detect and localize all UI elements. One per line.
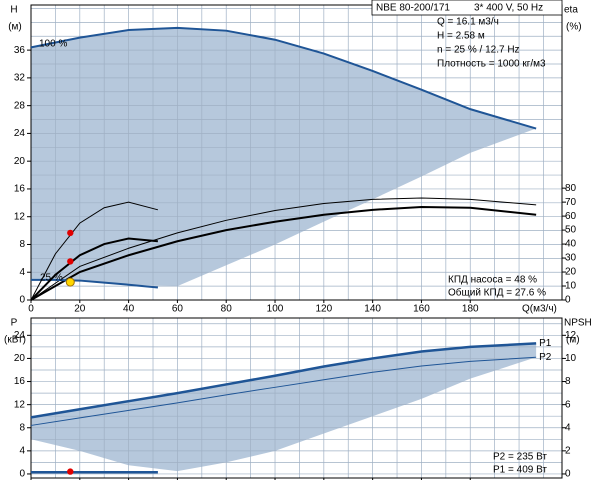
speed-label: 100 % xyxy=(39,39,67,50)
y2-tick-label: 50 xyxy=(565,225,577,236)
duty-point xyxy=(65,277,75,287)
y2-tick-label: 10 xyxy=(565,353,577,364)
y-tick-label: 20 xyxy=(14,353,26,364)
y-tick-label: 4 xyxy=(19,445,25,456)
annotation: Плотность = 1000 кг/м3 xyxy=(437,59,546,70)
annotation: H = 2.58 м xyxy=(437,31,485,42)
annotation: n = 25 % / 12.7 Hz xyxy=(437,45,520,56)
header: 3* 400 V, 50 Hz xyxy=(474,3,543,14)
y2-axis-label: NPSH xyxy=(564,318,592,329)
y2-tick-label: 80 xyxy=(565,183,577,194)
y-tick-label: 12 xyxy=(14,399,26,410)
y-tick-label: 24 xyxy=(14,330,26,341)
series-label: P2 xyxy=(539,352,552,363)
y-tick-label: 8 xyxy=(19,239,25,250)
curve xyxy=(30,342,537,419)
y2-tick-label: 6 xyxy=(565,399,571,410)
header-box xyxy=(371,0,563,16)
header: NBE 80-200/171 xyxy=(376,3,450,14)
x-tick-label: 80 xyxy=(221,304,233,315)
x-tick-label: 140 xyxy=(364,304,381,315)
y-axis-unit: (кВт) xyxy=(4,335,26,346)
annotation: Общий КПД = 27.6 % xyxy=(448,287,546,299)
annotation: КПД насоса = 48 % xyxy=(448,275,537,286)
y-tick-label: 32 xyxy=(14,73,26,84)
y2-tick-label: 70 xyxy=(565,197,577,208)
y2-tick-label: 2 xyxy=(565,445,571,456)
duty-point xyxy=(67,468,74,475)
y2-axis-label: eta xyxy=(564,5,578,16)
x-tick-label: 120 xyxy=(315,304,332,315)
plot-border xyxy=(30,4,563,301)
x-tick-label: 60 xyxy=(172,304,184,315)
x-tick-label: 180 xyxy=(462,304,479,315)
y-tick-label: 16 xyxy=(14,184,26,195)
y2-tick-label: 10 xyxy=(565,281,577,292)
y2-tick-label: 12 xyxy=(565,330,577,341)
y-tick-label: 12 xyxy=(14,211,26,222)
y-tick-label: 16 xyxy=(14,376,26,387)
annotation: P2 = 235 Вт xyxy=(493,452,547,463)
y2-tick-label: 40 xyxy=(565,239,577,250)
y-tick-label: 36 xyxy=(14,45,26,56)
x-tick-label: 20 xyxy=(74,304,86,315)
operating-range xyxy=(31,27,537,287)
x-tick-label: 100 xyxy=(267,304,284,315)
y2-axis-unit: (%) xyxy=(566,22,582,33)
y2-tick-label: 60 xyxy=(565,211,577,222)
y2-tick-label: 4 xyxy=(565,422,571,433)
y-tick-label: 24 xyxy=(14,128,26,139)
y2-tick-label: 0 xyxy=(565,469,571,480)
x-tick-label: 0 xyxy=(28,304,34,315)
low-speed-curve xyxy=(30,237,158,301)
speed-label: 25 % xyxy=(40,273,63,284)
plot-border xyxy=(30,317,563,479)
y-tick-label: 0 xyxy=(19,295,25,306)
x-tick-label: 40 xyxy=(123,304,135,315)
y-tick-label: 4 xyxy=(19,267,25,278)
y-tick-label: 20 xyxy=(14,156,26,167)
y2-tick-label: 30 xyxy=(565,253,577,264)
y2-tick-label: 20 xyxy=(565,267,577,278)
y-tick-label: 0 xyxy=(19,469,25,480)
curve xyxy=(30,26,537,130)
low-speed-curve xyxy=(30,201,159,301)
duty-point xyxy=(67,229,74,237)
annotation: P1 = 409 Вт xyxy=(493,465,547,476)
y2-tick-label: 8 xyxy=(565,376,571,387)
x-axis-label: Q(м3/ч) xyxy=(522,304,557,315)
curve xyxy=(30,356,537,426)
curve xyxy=(30,197,537,301)
x-tick-label: 160 xyxy=(413,304,430,315)
y-tick-label: 8 xyxy=(19,422,25,433)
y-axis-label: P xyxy=(11,318,18,329)
series-label: P1 xyxy=(539,338,552,349)
y-axis-label: H xyxy=(10,5,17,16)
y-tick-label: 28 xyxy=(14,100,26,111)
y2-axis-unit: (м) xyxy=(566,335,580,346)
duty-point xyxy=(67,258,74,265)
annotation: Q = 16.1 м3/ч xyxy=(437,17,499,28)
curve xyxy=(30,206,537,301)
y2-tick-label: 0 xyxy=(565,295,571,306)
y-axis-unit: (м) xyxy=(8,22,22,33)
